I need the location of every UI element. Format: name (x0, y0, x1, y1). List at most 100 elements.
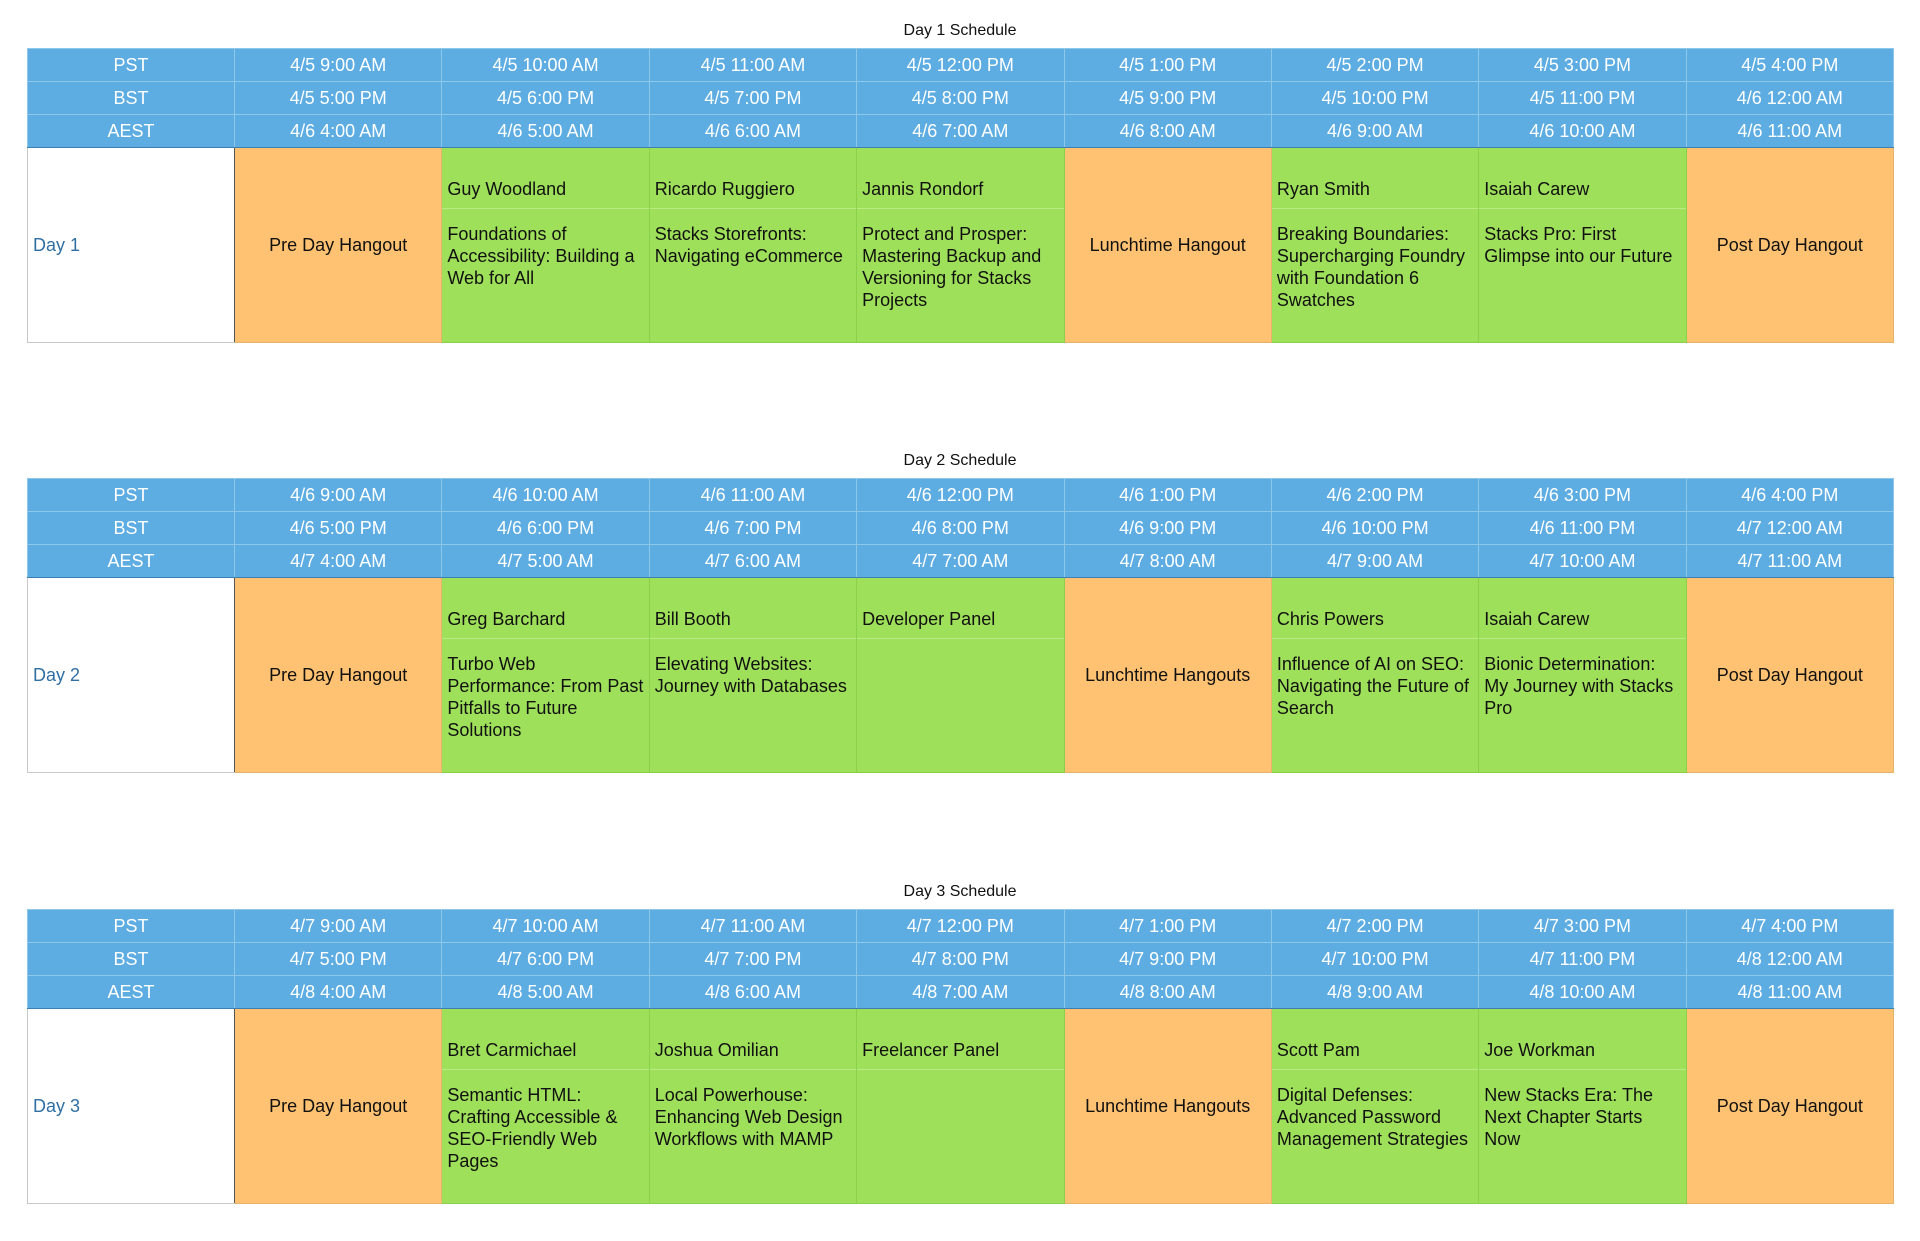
cell-divider (442, 208, 649, 209)
time-cell: 4/5 9:00 PM (1063, 81, 1272, 115)
speaker-name: Developer Panel (862, 609, 996, 629)
hangout-cell: Post Day Hangout (1685, 1008, 1895, 1204)
speaker-name: Jannis Rondorf (862, 179, 984, 199)
time-cell: 4/8 11:00 AM (1685, 975, 1895, 1009)
talk-cell: Chris Powers Influence of AI on SEO: Navi… (1270, 577, 1480, 773)
time-cell: 4/5 10:00 PM (1270, 81, 1480, 115)
speaker-name: Ricardo Ruggiero (654, 179, 795, 199)
day-label: Day 1 (27, 147, 235, 343)
time-cell: 4/6 10:00 PM (1270, 511, 1480, 545)
time-cell: 4/7 2:00 PM (1270, 909, 1480, 943)
time-cell: 4/5 12:00 PM (856, 48, 1065, 82)
time-cell: 4/8 12:00 AM (1685, 942, 1895, 976)
cell-divider (1479, 638, 1686, 639)
timezone-row: PST 4/7 9:00 AM 4/7 10:00 AM 4/7 11:00 AM 4/… (27, 909, 1895, 943)
cell-divider (857, 638, 1064, 639)
day-label: Day 2 (27, 577, 235, 773)
timezone-label: BST (27, 81, 235, 115)
time-cell: 4/7 7:00 AM (856, 544, 1065, 578)
timezone-label: PST (27, 909, 235, 943)
hangout-cell: Pre Day Hangout (233, 577, 443, 773)
time-cell: 4/7 11:00 AM (1685, 544, 1895, 578)
timezone-row: BST 4/7 5:00 PM 4/7 6:00 PM 4/7 7:00 PM 4/7 … (27, 942, 1895, 976)
speaker-name: Ryan Smith (1276, 179, 1370, 199)
talk-cell: Isaiah Carew Stacks Pro: First Glimpse in… (1478, 147, 1687, 343)
session-title: Local Powerhouse: Enhancing Web Design W… (654, 1085, 843, 1149)
time-cell: 4/6 9:00 AM (233, 478, 443, 512)
timezone-label: PST (27, 48, 235, 82)
time-cell: 4/5 1:00 PM (1063, 48, 1272, 82)
day-schedule-block: Day 2 Schedule PST 4/6 9:00 AM 4/6 10:00 AM… (27, 444, 1895, 773)
speaker-name: Chris Powers (1276, 609, 1384, 629)
time-cell: 4/7 11:00 AM (648, 909, 858, 943)
time-cell: 4/6 3:00 PM (1478, 478, 1687, 512)
speaker-name: Bill Booth (654, 609, 731, 629)
time-cell: 4/6 11:00 AM (648, 478, 858, 512)
cell-divider (649, 208, 857, 209)
time-cell: 4/6 10:00 AM (1478, 114, 1687, 148)
cell-divider (857, 208, 1064, 209)
hangout-cell: Post Day Hangout (1685, 577, 1895, 773)
sessions-row: Day 2 Pre Day Hangout Greg Barchard Turbo W… (27, 577, 1895, 773)
time-cell: 4/6 8:00 AM (1063, 114, 1272, 148)
time-cell: 4/6 7:00 PM (648, 511, 858, 545)
time-cell: 4/6 6:00 AM (648, 114, 858, 148)
speaker-name: Guy Woodland (447, 179, 567, 199)
talk-cell: Ricardo Ruggiero Stacks Storefronts: Navi… (648, 147, 858, 343)
session-title: Breaking Boundaries: Supercharging Found… (1276, 224, 1465, 310)
time-cell: 4/5 5:00 PM (233, 81, 443, 115)
time-cell: 4/7 12:00 AM (1685, 511, 1895, 545)
time-cell: 4/5 6:00 PM (441, 81, 650, 115)
time-cell: 4/6 7:00 AM (856, 114, 1065, 148)
hangout-cell: Lunchtime Hangouts (1063, 1008, 1272, 1204)
time-cell: 4/5 3:00 PM (1478, 48, 1687, 82)
session-title: Digital Defenses: Advanced Password Mana… (1276, 1085, 1468, 1149)
speaker-name: Isaiah Carew (1484, 179, 1590, 199)
talk-cell: Joe Workman New Stacks Era: The Next Chap… (1478, 1008, 1687, 1204)
sessions-row: Day 3 Pre Day Hangout Bret Carmichael Seman… (27, 1008, 1895, 1204)
time-cell: 4/6 12:00 PM (856, 478, 1065, 512)
time-cell: 4/8 7:00 AM (856, 975, 1065, 1009)
time-cell: 4/8 8:00 AM (1063, 975, 1272, 1009)
speaker-name: Isaiah Carew (1484, 609, 1590, 629)
schedule-title: Day 3 Schedule (903, 883, 1017, 900)
timezone-label: AEST (27, 544, 235, 578)
time-cell: 4/5 11:00 AM (648, 48, 858, 82)
time-cell: 4/5 9:00 AM (233, 48, 443, 82)
time-cell: 4/7 10:00 AM (1478, 544, 1687, 578)
session-title: Foundations of Accessibility: Building a… (447, 224, 635, 288)
speaker-name: Freelancer Panel (862, 1040, 1000, 1060)
session-title: Stacks Pro: First Glimpse into our Futur… (1484, 224, 1673, 266)
timezone-row: BST 4/6 5:00 PM 4/6 6:00 PM 4/6 7:00 PM 4/6 … (27, 511, 1895, 545)
schedule-title: Day 1 Schedule (903, 22, 1017, 39)
time-cell: 4/5 7:00 PM (648, 81, 858, 115)
time-cell: 4/5 4:00 PM (1685, 48, 1895, 82)
time-cell: 4/8 10:00 AM (1478, 975, 1687, 1009)
hangout-cell: Lunchtime Hangout (1063, 147, 1272, 343)
time-cell: 4/6 11:00 PM (1478, 511, 1687, 545)
time-cell: 4/7 6:00 AM (648, 544, 858, 578)
day-schedule-block: Day 1 Schedule PST 4/5 9:00 AM 4/5 10:00 AM… (27, 14, 1895, 343)
session-title: Semantic HTML: Crafting Accessible & SEO… (447, 1085, 618, 1171)
talk-cell: Isaiah Carew Bionic Determination: My Jou… (1478, 577, 1687, 773)
sessions-row: Day 1 Pre Day Hangout Guy Woodland Foundati… (27, 147, 1895, 343)
time-cell: 4/7 10:00 PM (1270, 942, 1480, 976)
time-cell: 4/5 11:00 PM (1478, 81, 1687, 115)
time-cell: 4/6 4:00 PM (1685, 478, 1895, 512)
cell-divider (442, 638, 649, 639)
time-cell: 4/6 2:00 PM (1270, 478, 1480, 512)
hangout-cell: Pre Day Hangout (233, 147, 443, 343)
speaker-name: Greg Barchard (447, 609, 566, 629)
cell-divider (649, 638, 857, 639)
hangout-cell: Post Day Hangout (1685, 147, 1895, 343)
timezone-row: AEST 4/8 4:00 AM 4/8 5:00 AM 4/8 6:00 AM 4/8… (27, 975, 1895, 1009)
hangout-cell: Lunchtime Hangouts (1063, 577, 1272, 773)
timezone-row: AEST 4/6 4:00 AM 4/6 5:00 AM 4/6 6:00 AM 4/6… (27, 114, 1895, 148)
time-cell: 4/8 9:00 AM (1270, 975, 1480, 1009)
time-cell: 4/7 1:00 PM (1063, 909, 1272, 943)
talk-cell: Scott Pam Digital Defenses: Advanced Pass… (1270, 1008, 1480, 1204)
timezone-label: PST (27, 478, 235, 512)
time-cell: 4/6 1:00 PM (1063, 478, 1272, 512)
session-title (857, 1070, 1063, 1084)
